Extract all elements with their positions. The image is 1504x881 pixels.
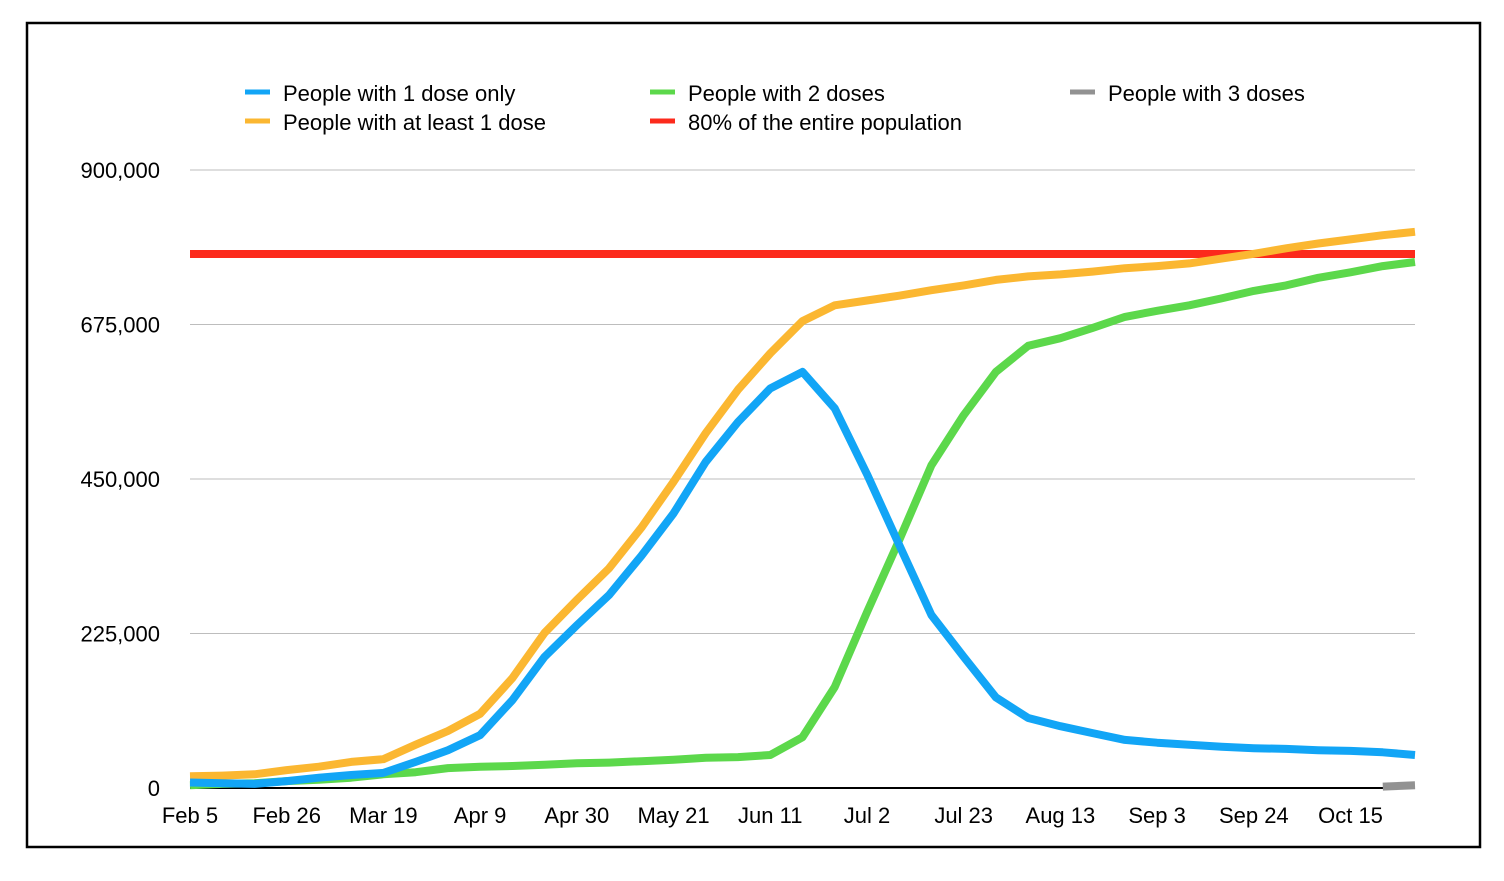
legend-label: 80% of the entire population (688, 110, 962, 135)
series-line-people-with-3-doses (1382, 781, 1416, 791)
x-tick-label: Oct 15 (1318, 803, 1383, 828)
legend-label: People with at least 1 dose (283, 110, 546, 135)
x-tick-label: Jun 11 (738, 803, 802, 828)
x-tick-label: Sep 3 (1128, 803, 1186, 828)
x-tick-label: Jul 2 (844, 803, 890, 828)
legend-label: People with 2 doses (688, 81, 885, 106)
x-tick-label: Jul 23 (934, 803, 993, 828)
x-tick-label: Mar 19 (349, 803, 417, 828)
legend-item: 80% of the entire population (650, 110, 962, 135)
x-tick-label: Feb 5 (162, 803, 218, 828)
y-tick-label: 0 (148, 776, 160, 801)
series-line-people-with-at-least-1-dose (189, 227, 1416, 781)
y-tick-label: 900,000 (80, 158, 160, 183)
y-tick-label: 450,000 (80, 467, 160, 492)
legend-label: People with 3 doses (1108, 81, 1305, 106)
x-axis-ticks: Feb 5 Feb 26 Mar 19 Apr 9 Apr 30 May 21 Jun 11… (162, 803, 1383, 828)
legend-item: People with 2 doses (650, 81, 885, 106)
x-tick-label: Sep 24 (1219, 803, 1289, 828)
legend-item: People with 3 doses (1070, 81, 1305, 106)
legend-item: People with at least 1 dose (245, 110, 546, 135)
y-axis-ticks: 0 225,000 450,000 675,000 900,000 (80, 158, 160, 801)
gridlines (190, 169, 1415, 789)
series-line-people-with-1-dose-only (189, 367, 1416, 788)
chart-frame (25, 21, 1482, 849)
series-lines (189, 227, 1416, 791)
legend-label: People with 1 dose only (283, 81, 515, 106)
series-line-people-with-2-doses (189, 258, 1416, 790)
y-tick-label: 675,000 (80, 313, 160, 338)
legend: People with 1 dose only People with 2 dos… (245, 81, 1305, 135)
y-tick-label: 225,000 (80, 622, 160, 647)
x-tick-label: Aug 13 (1026, 803, 1096, 828)
legend-item: People with 1 dose only (245, 81, 515, 106)
x-tick-label: May 21 (637, 803, 709, 828)
x-tick-label: Apr 30 (544, 803, 609, 828)
x-tick-label: Feb 26 (252, 803, 321, 828)
x-tick-label: Apr 9 (454, 803, 507, 828)
